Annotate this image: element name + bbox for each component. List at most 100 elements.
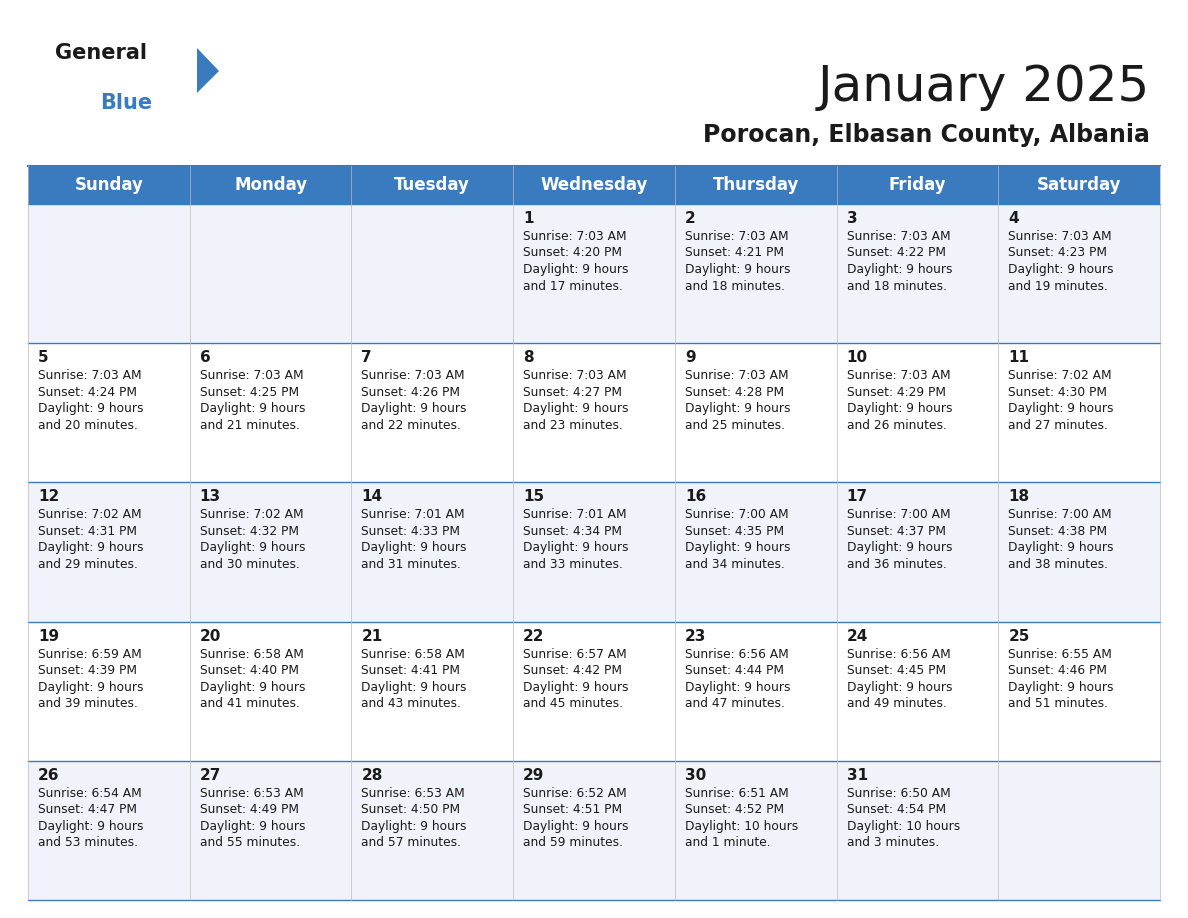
- Text: 6: 6: [200, 350, 210, 365]
- Text: Sunrise: 6:59 AM
Sunset: 4:39 PM
Daylight: 9 hours
and 39 minutes.: Sunrise: 6:59 AM Sunset: 4:39 PM Dayligh…: [38, 647, 144, 711]
- Text: 31: 31: [847, 767, 867, 783]
- Text: 13: 13: [200, 489, 221, 504]
- Bar: [352, 482, 513, 621]
- Bar: [513, 204, 675, 343]
- Text: Sunrise: 7:01 AM
Sunset: 4:34 PM
Daylight: 9 hours
and 33 minutes.: Sunrise: 7:01 AM Sunset: 4:34 PM Dayligh…: [523, 509, 628, 571]
- Bar: [513, 343, 675, 482]
- Text: 17: 17: [847, 489, 867, 504]
- Bar: [352, 204, 513, 343]
- Bar: [190, 761, 352, 900]
- Text: General: General: [55, 43, 147, 63]
- Bar: [836, 482, 998, 621]
- Bar: [29, 621, 190, 761]
- Bar: [675, 482, 836, 621]
- Text: January 2025: January 2025: [817, 63, 1150, 111]
- Polygon shape: [197, 48, 219, 93]
- Text: Tuesday: Tuesday: [394, 176, 470, 194]
- Bar: [675, 761, 836, 900]
- Text: Saturday: Saturday: [1037, 176, 1121, 194]
- Bar: [352, 761, 513, 900]
- Bar: [513, 761, 675, 900]
- Text: Sunday: Sunday: [75, 176, 144, 194]
- Text: Sunrise: 6:58 AM
Sunset: 4:40 PM
Daylight: 9 hours
and 41 minutes.: Sunrise: 6:58 AM Sunset: 4:40 PM Dayligh…: [200, 647, 305, 711]
- Text: 25: 25: [1009, 629, 1030, 644]
- Text: 1: 1: [523, 211, 533, 226]
- Bar: [836, 343, 998, 482]
- Bar: [998, 621, 1159, 761]
- Text: 30: 30: [684, 767, 706, 783]
- Text: Sunrise: 6:54 AM
Sunset: 4:47 PM
Daylight: 9 hours
and 53 minutes.: Sunrise: 6:54 AM Sunset: 4:47 PM Dayligh…: [38, 787, 144, 849]
- Text: 16: 16: [684, 489, 706, 504]
- Text: Monday: Monday: [234, 176, 308, 194]
- Text: Sunrise: 7:00 AM
Sunset: 4:37 PM
Daylight: 9 hours
and 36 minutes.: Sunrise: 7:00 AM Sunset: 4:37 PM Dayligh…: [847, 509, 952, 571]
- Text: Sunrise: 7:03 AM
Sunset: 4:28 PM
Daylight: 9 hours
and 25 minutes.: Sunrise: 7:03 AM Sunset: 4:28 PM Dayligh…: [684, 369, 790, 431]
- Text: 21: 21: [361, 629, 383, 644]
- Text: 14: 14: [361, 489, 383, 504]
- Text: 2: 2: [684, 211, 696, 226]
- Text: Sunrise: 6:52 AM
Sunset: 4:51 PM
Daylight: 9 hours
and 59 minutes.: Sunrise: 6:52 AM Sunset: 4:51 PM Dayligh…: [523, 787, 628, 849]
- Text: Sunrise: 7:03 AM
Sunset: 4:22 PM
Daylight: 9 hours
and 18 minutes.: Sunrise: 7:03 AM Sunset: 4:22 PM Dayligh…: [847, 230, 952, 293]
- Text: Porocan, Elbasan County, Albania: Porocan, Elbasan County, Albania: [703, 123, 1150, 147]
- Text: Sunrise: 7:01 AM
Sunset: 4:33 PM
Daylight: 9 hours
and 31 minutes.: Sunrise: 7:01 AM Sunset: 4:33 PM Dayligh…: [361, 509, 467, 571]
- Text: Sunrise: 7:02 AM
Sunset: 4:31 PM
Daylight: 9 hours
and 29 minutes.: Sunrise: 7:02 AM Sunset: 4:31 PM Dayligh…: [38, 509, 144, 571]
- Text: Sunrise: 6:56 AM
Sunset: 4:45 PM
Daylight: 9 hours
and 49 minutes.: Sunrise: 6:56 AM Sunset: 4:45 PM Dayligh…: [847, 647, 952, 711]
- Text: Sunrise: 7:03 AM
Sunset: 4:24 PM
Daylight: 9 hours
and 20 minutes.: Sunrise: 7:03 AM Sunset: 4:24 PM Dayligh…: [38, 369, 144, 431]
- Bar: [836, 621, 998, 761]
- Bar: [352, 621, 513, 761]
- Text: 23: 23: [684, 629, 706, 644]
- Bar: [190, 482, 352, 621]
- Text: Sunrise: 7:03 AM
Sunset: 4:21 PM
Daylight: 9 hours
and 18 minutes.: Sunrise: 7:03 AM Sunset: 4:21 PM Dayligh…: [684, 230, 790, 293]
- Text: Sunrise: 7:03 AM
Sunset: 4:23 PM
Daylight: 9 hours
and 19 minutes.: Sunrise: 7:03 AM Sunset: 4:23 PM Dayligh…: [1009, 230, 1114, 293]
- Bar: [675, 204, 836, 343]
- Bar: [998, 761, 1159, 900]
- Text: Sunrise: 6:50 AM
Sunset: 4:54 PM
Daylight: 10 hours
and 3 minutes.: Sunrise: 6:50 AM Sunset: 4:54 PM Dayligh…: [847, 787, 960, 849]
- Text: 11: 11: [1009, 350, 1029, 365]
- Text: Wednesday: Wednesday: [541, 176, 647, 194]
- Bar: [29, 166, 1159, 204]
- Text: 4: 4: [1009, 211, 1019, 226]
- Text: Sunrise: 7:00 AM
Sunset: 4:35 PM
Daylight: 9 hours
and 34 minutes.: Sunrise: 7:00 AM Sunset: 4:35 PM Dayligh…: [684, 509, 790, 571]
- Text: Sunrise: 7:02 AM
Sunset: 4:30 PM
Daylight: 9 hours
and 27 minutes.: Sunrise: 7:02 AM Sunset: 4:30 PM Dayligh…: [1009, 369, 1114, 431]
- Text: Sunrise: 7:03 AM
Sunset: 4:26 PM
Daylight: 9 hours
and 22 minutes.: Sunrise: 7:03 AM Sunset: 4:26 PM Dayligh…: [361, 369, 467, 431]
- Text: Sunrise: 6:53 AM
Sunset: 4:49 PM
Daylight: 9 hours
and 55 minutes.: Sunrise: 6:53 AM Sunset: 4:49 PM Dayligh…: [200, 787, 305, 849]
- Text: 10: 10: [847, 350, 867, 365]
- Text: 27: 27: [200, 767, 221, 783]
- Text: Sunrise: 7:02 AM
Sunset: 4:32 PM
Daylight: 9 hours
and 30 minutes.: Sunrise: 7:02 AM Sunset: 4:32 PM Dayligh…: [200, 509, 305, 571]
- Text: 3: 3: [847, 211, 858, 226]
- Text: 15: 15: [523, 489, 544, 504]
- Text: 5: 5: [38, 350, 49, 365]
- Bar: [513, 621, 675, 761]
- Text: Sunrise: 6:53 AM
Sunset: 4:50 PM
Daylight: 9 hours
and 57 minutes.: Sunrise: 6:53 AM Sunset: 4:50 PM Dayligh…: [361, 787, 467, 849]
- Text: 7: 7: [361, 350, 372, 365]
- Bar: [998, 343, 1159, 482]
- Text: Sunrise: 7:03 AM
Sunset: 4:29 PM
Daylight: 9 hours
and 26 minutes.: Sunrise: 7:03 AM Sunset: 4:29 PM Dayligh…: [847, 369, 952, 431]
- Text: Sunrise: 6:55 AM
Sunset: 4:46 PM
Daylight: 9 hours
and 51 minutes.: Sunrise: 6:55 AM Sunset: 4:46 PM Dayligh…: [1009, 647, 1114, 711]
- Bar: [29, 761, 190, 900]
- Text: 29: 29: [523, 767, 544, 783]
- Text: 18: 18: [1009, 489, 1030, 504]
- Text: Sunrise: 6:57 AM
Sunset: 4:42 PM
Daylight: 9 hours
and 45 minutes.: Sunrise: 6:57 AM Sunset: 4:42 PM Dayligh…: [523, 647, 628, 711]
- Text: Sunrise: 7:03 AM
Sunset: 4:25 PM
Daylight: 9 hours
and 21 minutes.: Sunrise: 7:03 AM Sunset: 4:25 PM Dayligh…: [200, 369, 305, 431]
- Bar: [29, 482, 190, 621]
- Bar: [998, 482, 1159, 621]
- Text: 8: 8: [523, 350, 533, 365]
- Text: 28: 28: [361, 767, 383, 783]
- Bar: [29, 204, 190, 343]
- Text: 22: 22: [523, 629, 544, 644]
- Bar: [998, 204, 1159, 343]
- Text: 20: 20: [200, 629, 221, 644]
- Bar: [513, 482, 675, 621]
- Text: 9: 9: [684, 350, 695, 365]
- Text: Sunrise: 7:03 AM
Sunset: 4:27 PM
Daylight: 9 hours
and 23 minutes.: Sunrise: 7:03 AM Sunset: 4:27 PM Dayligh…: [523, 369, 628, 431]
- Bar: [836, 204, 998, 343]
- Text: Blue: Blue: [100, 93, 152, 113]
- Text: Friday: Friday: [889, 176, 946, 194]
- Bar: [836, 761, 998, 900]
- Bar: [29, 343, 190, 482]
- Bar: [190, 343, 352, 482]
- Text: Thursday: Thursday: [713, 176, 798, 194]
- Text: 24: 24: [847, 629, 868, 644]
- Text: Sunrise: 6:56 AM
Sunset: 4:44 PM
Daylight: 9 hours
and 47 minutes.: Sunrise: 6:56 AM Sunset: 4:44 PM Dayligh…: [684, 647, 790, 711]
- Text: Sunrise: 7:00 AM
Sunset: 4:38 PM
Daylight: 9 hours
and 38 minutes.: Sunrise: 7:00 AM Sunset: 4:38 PM Dayligh…: [1009, 509, 1114, 571]
- Bar: [675, 621, 836, 761]
